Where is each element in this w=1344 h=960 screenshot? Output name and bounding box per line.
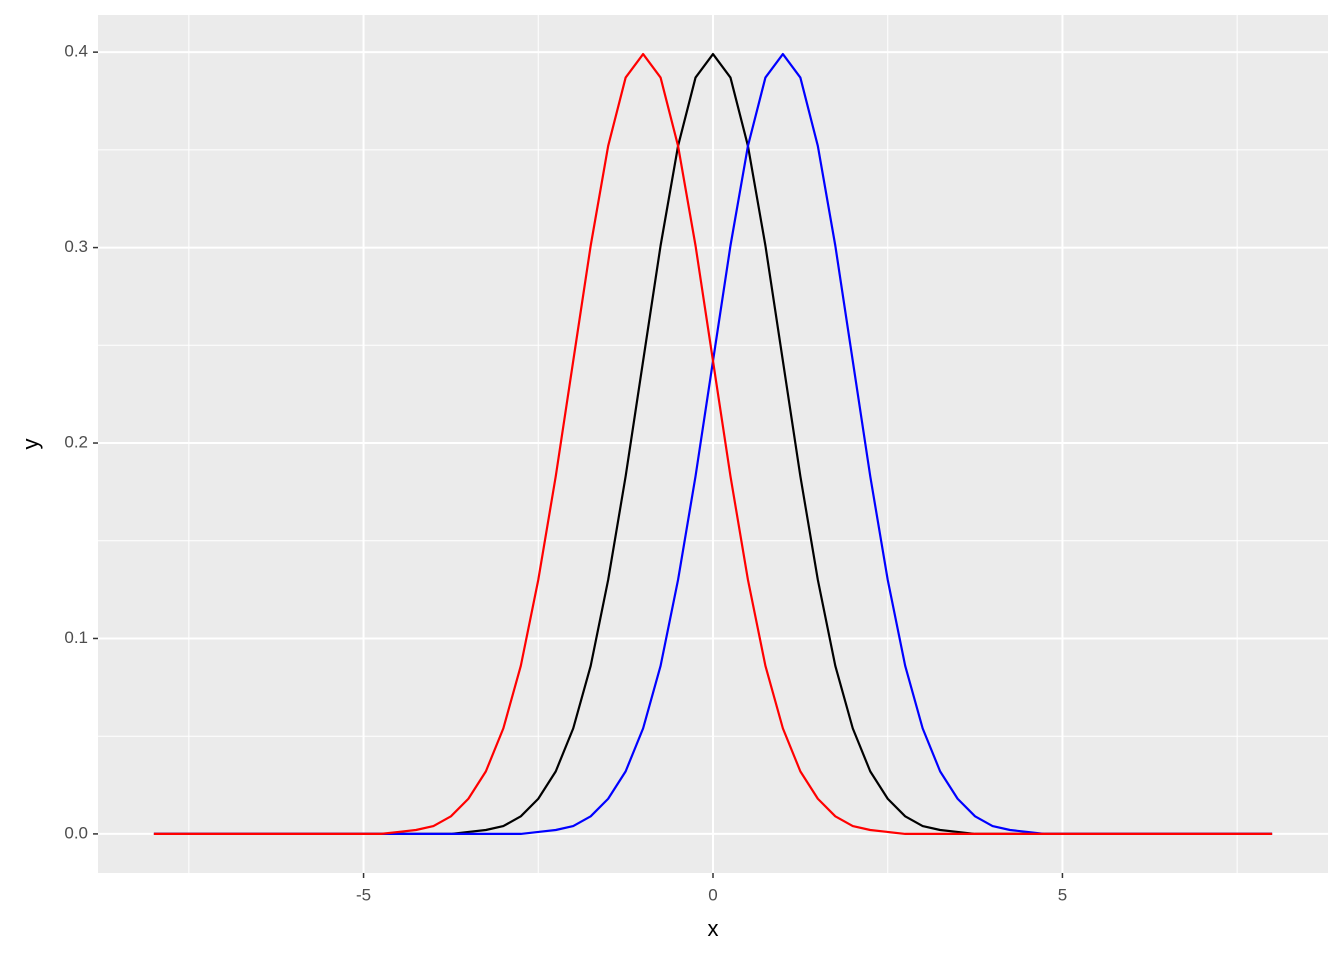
y-tick-label: 0.1 (64, 628, 88, 647)
x-axis-title: x (708, 916, 719, 941)
y-axis-title: y (18, 439, 43, 450)
x-tick-label: 0 (708, 885, 717, 904)
y-tick-label: 0.2 (64, 433, 88, 452)
y-tick-label: 0.3 (64, 237, 88, 256)
x-tick-label: 5 (1058, 885, 1067, 904)
y-tick-label: 0.0 (64, 823, 88, 842)
line (153, 52, 1273, 836)
x-tick-label: -5 (356, 885, 371, 904)
y-tick-label: 0.4 (64, 42, 88, 61)
